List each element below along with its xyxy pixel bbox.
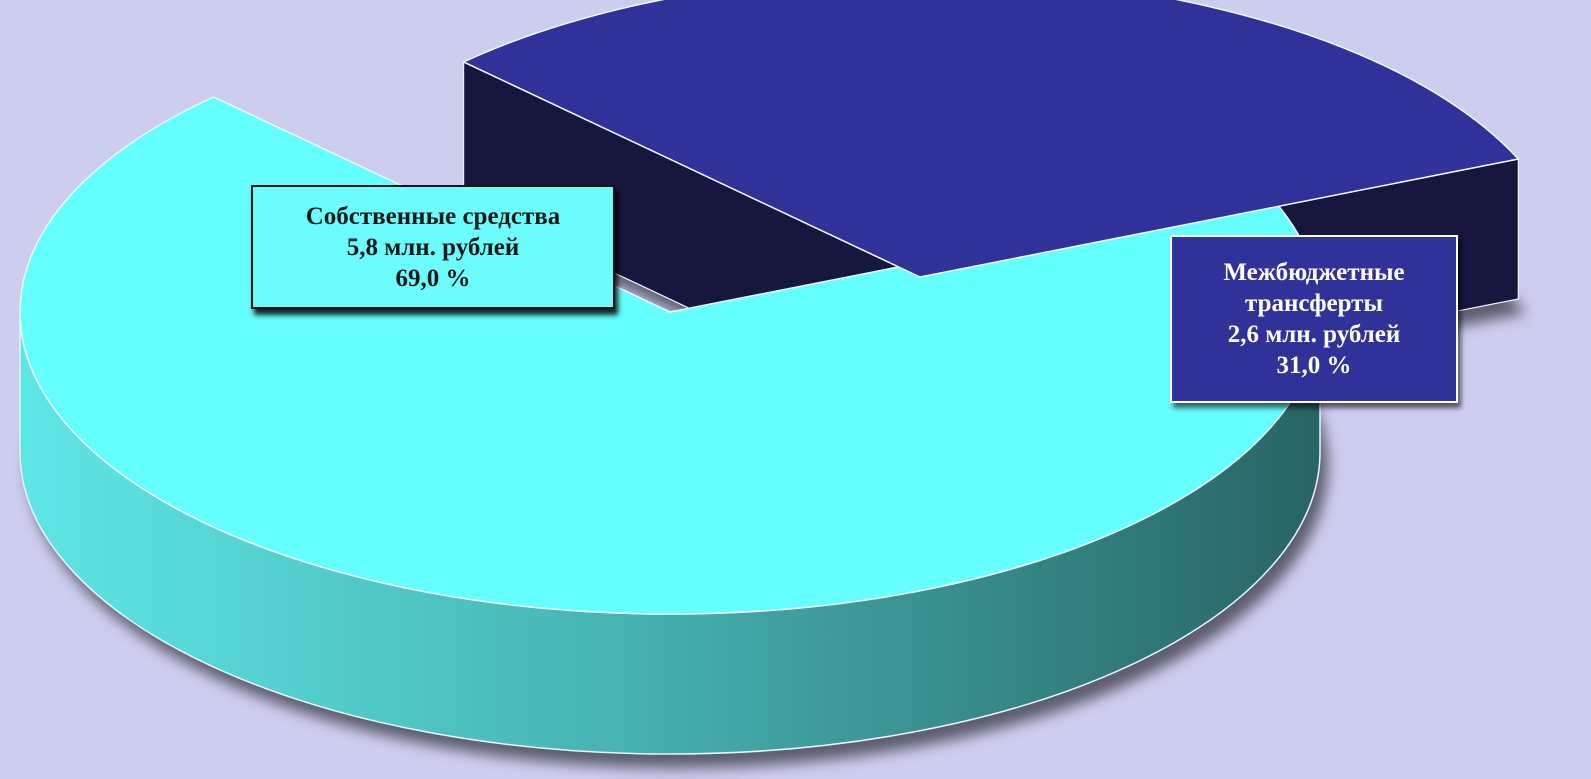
slice-name-line: трансферты (1245, 290, 1383, 317)
slice-label-transfers: Межбюджетные трансферты 2,6 млн. рублей … (1170, 235, 1458, 403)
slice-name-line: Межбюджетные (1223, 259, 1405, 286)
slice-name: Собственные средства (305, 202, 561, 230)
slice-top-transfers (461, 0, 1520, 278)
slice-amount: 2,6 млн. рублей (1227, 321, 1401, 348)
slice-amount: 5,8 млн. рублей (346, 233, 520, 261)
slice-percent: 69,0 % (395, 264, 471, 292)
slice-percent: 31,0 % (1276, 352, 1352, 379)
slice-label-own-funds: Собственные средства 5,8 млн. рублей 69,… (251, 185, 615, 309)
